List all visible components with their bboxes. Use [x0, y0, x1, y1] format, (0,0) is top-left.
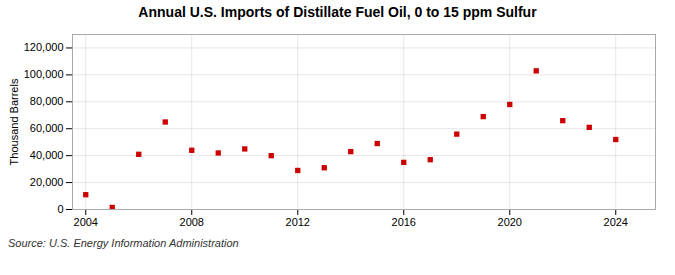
- svg-text:2016: 2016: [392, 216, 416, 228]
- svg-text:60,000: 60,000: [30, 122, 64, 134]
- svg-text:2008: 2008: [180, 216, 204, 228]
- svg-text:2020: 2020: [498, 216, 522, 228]
- svg-text:2024: 2024: [604, 216, 628, 228]
- html-text:Annual U.S. Imports of Distill: Annual U.S. Imports of Distillate Fuel O…: [138, 4, 537, 20]
- html-text:Source: U.S. Energy Informatio: Source: U.S. Energy Information Administ…: [8, 237, 239, 249]
- svg-text:2012: 2012: [286, 216, 310, 228]
- svg-text:2004: 2004: [74, 216, 98, 228]
- svg-text:40,000: 40,000: [30, 149, 64, 161]
- svg-text:100,000: 100,000: [24, 68, 64, 80]
- svg-text:120,000: 120,000: [24, 41, 64, 53]
- svg-text:80,000: 80,000: [30, 95, 64, 107]
- svg-text:0: 0: [57, 203, 63, 215]
- svg-text:20,000: 20,000: [30, 176, 64, 188]
- svg-text:Thousand Barrels: Thousand Barrels: [8, 78, 20, 165]
